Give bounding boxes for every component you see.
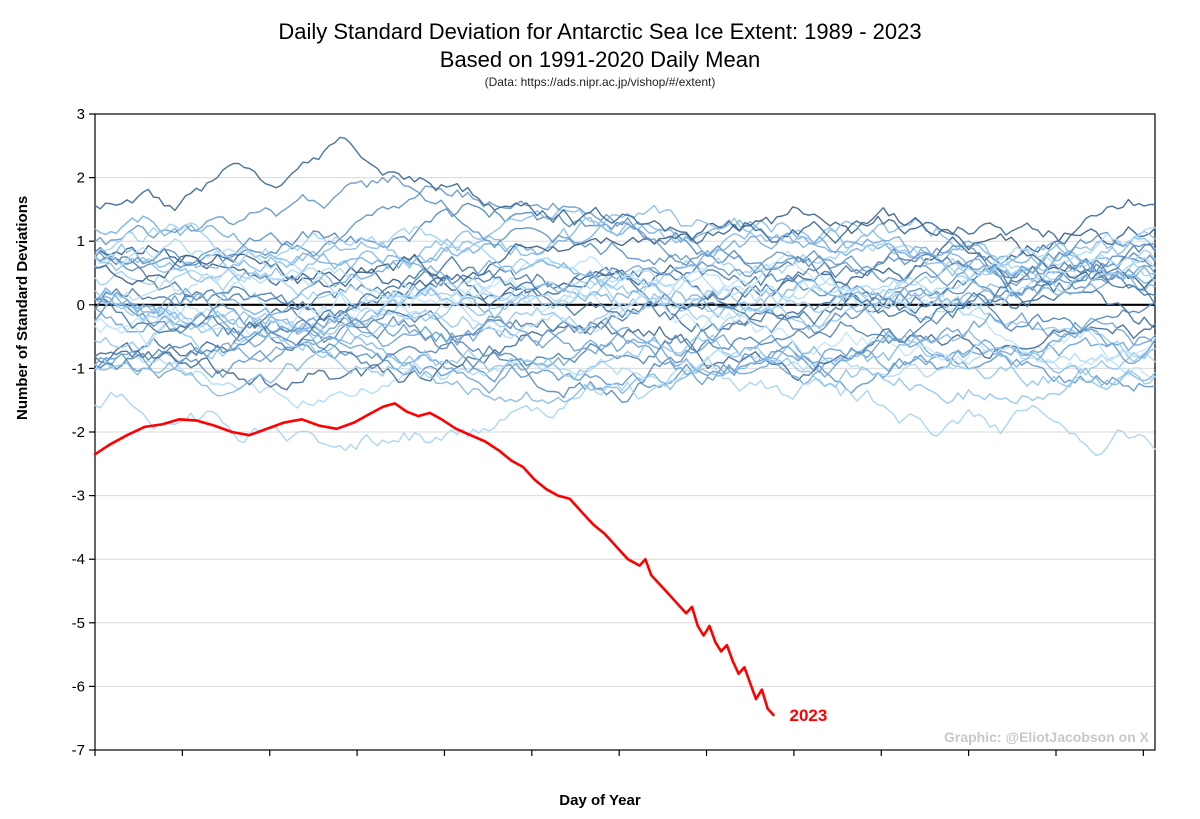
x-axis-label: Day of Year bbox=[0, 792, 1200, 809]
chart-page: { "titles": { "line1": "Daily Standard D… bbox=[0, 0, 1200, 819]
highlight-2023-label: 2023 bbox=[790, 706, 828, 725]
y-tick-label: -4 bbox=[72, 551, 85, 568]
y-tick-label: 0 bbox=[77, 297, 85, 314]
y-tick-label: -3 bbox=[72, 488, 85, 505]
chart-title-line1: Daily Standard Deviation for Antarctic S… bbox=[0, 18, 1200, 46]
y-tick-label: 3 bbox=[77, 108, 85, 123]
y-tick-label: -1 bbox=[72, 360, 85, 377]
chart-plot-area: 3 2 1 0 -1 -2 -3 -4 -5 -6 -7 2023 Graphic: @EliotJac… bbox=[65, 108, 1165, 788]
y-tick-label: -6 bbox=[72, 678, 85, 695]
y-tick-label: 1 bbox=[77, 233, 85, 250]
y-tick-label: -5 bbox=[72, 615, 85, 632]
historical-year-line bbox=[95, 137, 1155, 244]
chart-title-block: Daily Standard Deviation for Antarctic S… bbox=[0, 0, 1200, 89]
y-tick-label: 2 bbox=[77, 170, 85, 187]
historical-year-line bbox=[95, 292, 1155, 384]
y-tick-label: -7 bbox=[72, 742, 85, 759]
graphic-credit: Graphic: @EliotJacobson on X bbox=[944, 729, 1150, 745]
y-tick-label: -2 bbox=[72, 424, 85, 441]
chart-title-line2: Based on 1991-2020 Daily Mean bbox=[0, 46, 1200, 74]
chart-svg: 3 2 1 0 -1 -2 -3 -4 -5 -6 -7 2023 Graphic: @EliotJac… bbox=[65, 108, 1165, 768]
y-axis-label: Number of Standard Deviations bbox=[14, 196, 31, 420]
chart-data-source: (Data: https://ads.nipr.ac.jp/vishop/#/e… bbox=[0, 75, 1200, 89]
